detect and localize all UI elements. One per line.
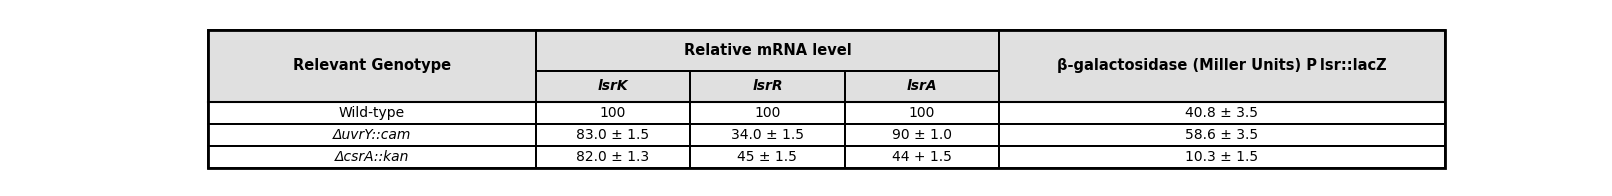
Text: lsrR: lsrR bbox=[753, 80, 783, 93]
Text: 100: 100 bbox=[909, 106, 935, 120]
Text: 83.0 ± 1.5: 83.0 ± 1.5 bbox=[575, 128, 650, 142]
Text: lsrK: lsrK bbox=[598, 80, 629, 93]
Bar bbox=[208, 146, 535, 168]
Bar bbox=[999, 30, 1444, 102]
Text: 58.6 ± 3.5: 58.6 ± 3.5 bbox=[1185, 128, 1259, 142]
Text: 90 ± 1.0: 90 ± 1.0 bbox=[891, 128, 953, 142]
Text: ΔuvrY::cam: ΔuvrY::cam bbox=[332, 128, 411, 142]
Text: lsrA: lsrA bbox=[906, 80, 937, 93]
Text: ΔcsrA::kan: ΔcsrA::kan bbox=[334, 150, 409, 164]
Bar bbox=[535, 71, 999, 102]
Bar bbox=[845, 146, 999, 168]
Bar bbox=[535, 30, 999, 71]
Bar bbox=[690, 124, 845, 146]
Bar bbox=[999, 146, 1444, 168]
Text: 34.0 ± 1.5: 34.0 ± 1.5 bbox=[730, 128, 804, 142]
Bar bbox=[999, 102, 1444, 124]
Text: 100: 100 bbox=[754, 106, 780, 120]
Bar bbox=[999, 124, 1444, 146]
Bar bbox=[535, 124, 690, 146]
Bar bbox=[208, 30, 535, 102]
Text: 100: 100 bbox=[600, 106, 625, 120]
Bar bbox=[845, 124, 999, 146]
Bar bbox=[690, 102, 845, 124]
Bar bbox=[535, 146, 690, 168]
Bar bbox=[208, 124, 535, 146]
Text: 45 ± 1.5: 45 ± 1.5 bbox=[737, 150, 798, 164]
Text: Relevant Genotype: Relevant Genotype bbox=[292, 58, 451, 73]
Text: 10.3 ± 1.5: 10.3 ± 1.5 bbox=[1185, 150, 1259, 164]
Bar bbox=[208, 102, 535, 124]
Text: β-galactosidase (Miller Units) P lsr::lacZ: β-galactosidase (Miller Units) P lsr::la… bbox=[1057, 58, 1386, 73]
Bar bbox=[845, 102, 999, 124]
Text: 40.8 ± 3.5: 40.8 ± 3.5 bbox=[1185, 106, 1259, 120]
Text: 44 + 1.5: 44 + 1.5 bbox=[891, 150, 953, 164]
Text: 82.0 ± 1.3: 82.0 ± 1.3 bbox=[575, 150, 650, 164]
Text: Relative mRNA level: Relative mRNA level bbox=[683, 43, 851, 58]
Bar bbox=[690, 146, 845, 168]
Text: Wild-type: Wild-type bbox=[339, 106, 405, 120]
Bar bbox=[535, 102, 690, 124]
